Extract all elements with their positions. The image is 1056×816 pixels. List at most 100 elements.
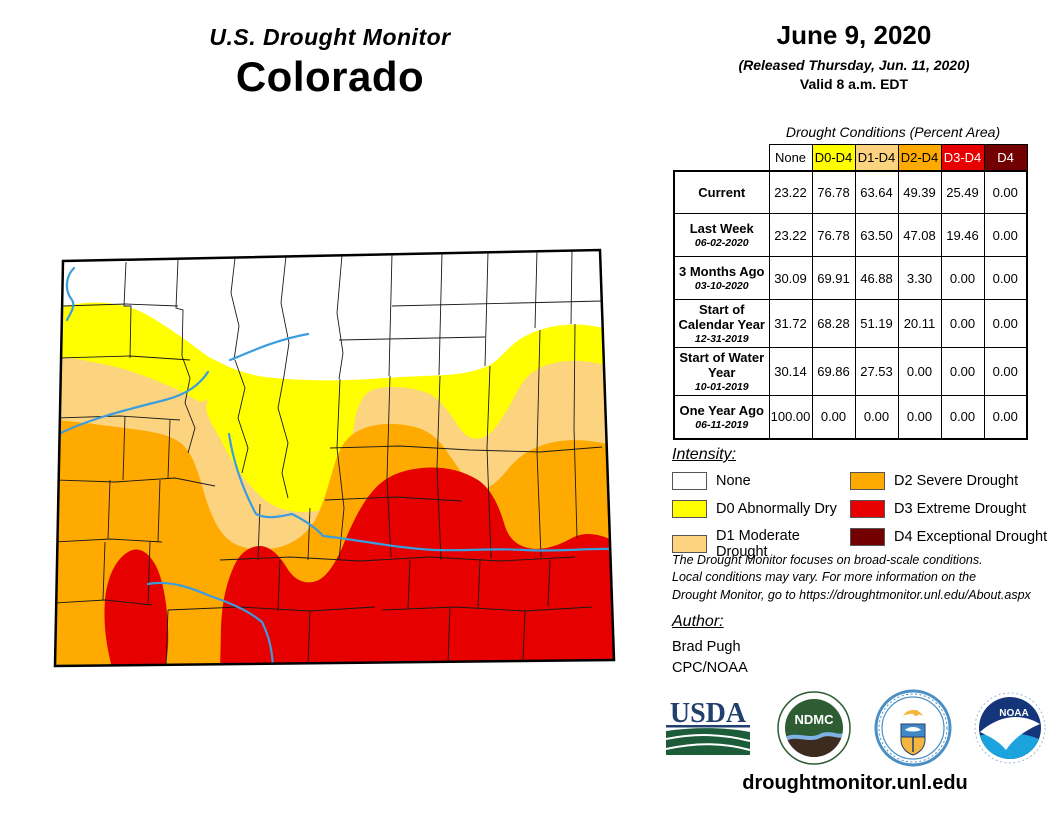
county-borders bbox=[55, 250, 603, 666]
table-value-cell: 63.64 bbox=[854, 169, 899, 214]
legend-swatch bbox=[850, 500, 885, 518]
row-date: 06-11-2019 bbox=[695, 418, 749, 431]
table-value-cell: 46.88 bbox=[854, 256, 899, 300]
table-header: None D0-D4 D1-D4 D2-D4 D3-D4 D4 bbox=[674, 144, 1028, 171]
table-value-cell: 47.08 bbox=[897, 213, 942, 257]
legend-swatch bbox=[850, 528, 885, 546]
river-rio-grande bbox=[146, 581, 275, 666]
map-area-d3-main bbox=[220, 467, 614, 666]
table-row: Start of Water Year 10-01-2019 30.14 69.86 2… bbox=[673, 347, 1028, 396]
date-block: June 9, 2020 (Released Thursday, Jun. 11… bbox=[662, 20, 1046, 92]
river-headwaters bbox=[227, 432, 325, 538]
table-title: Drought Conditions (Percent Area) bbox=[785, 124, 1001, 140]
table-value-cell: 0.00 bbox=[897, 347, 942, 396]
table-value-cell: 23.22 bbox=[768, 169, 813, 214]
table-value-cell: 25.49 bbox=[940, 169, 985, 214]
table-value-cell: 19.46 bbox=[940, 213, 985, 257]
table-column-header-d3-d4: D3-D4 bbox=[940, 144, 985, 171]
table-value-cell: 0.00 bbox=[854, 395, 899, 440]
table-value-cell: 0.00 bbox=[940, 347, 985, 396]
author-label: Author: bbox=[672, 613, 724, 630]
noaa-logo: NOAA bbox=[974, 692, 1046, 764]
row-label: Start of Water Year 10-01-2019 bbox=[673, 347, 770, 396]
valid-time: Valid 8 a.m. EDT bbox=[799, 76, 909, 92]
footer-url: droughtmonitor.unl.edu bbox=[742, 772, 968, 794]
table-corner-cell bbox=[674, 145, 769, 171]
legend-label: None bbox=[716, 473, 751, 489]
table-row: Start of Calendar Year 12-31-2019 31.72 68.… bbox=[673, 299, 1028, 348]
row-label: Last Week 06-02-2020 bbox=[673, 213, 770, 257]
river-north-central bbox=[228, 332, 310, 362]
table-value-cell: 0.00 bbox=[983, 213, 1028, 257]
table-column-header-d4: D4 bbox=[983, 144, 1028, 171]
legend-item: D4 Exceptional Drought bbox=[850, 528, 1047, 546]
row-label: Current bbox=[673, 169, 770, 214]
commerce-seal bbox=[874, 689, 952, 767]
row-date: 12-31-2019 bbox=[694, 333, 749, 345]
map-area-d3-southwest bbox=[104, 549, 169, 666]
table-value-cell: 0.00 bbox=[983, 299, 1028, 348]
table-value-cell: 69.91 bbox=[811, 256, 856, 300]
drought-map-svg bbox=[53, 248, 616, 668]
noaa-logo-text: NOAA bbox=[999, 708, 1028, 719]
river-arkansas bbox=[321, 534, 614, 552]
legend-item: D0 Abnormally Dry bbox=[672, 500, 850, 518]
table-column-header-d1-d4: D1-D4 bbox=[854, 144, 899, 171]
map-date: June 9, 2020 bbox=[776, 20, 932, 50]
colorado-drought-map bbox=[30, 248, 620, 672]
table-value-cell: 0.00 bbox=[983, 347, 1028, 396]
legend-swatch bbox=[850, 472, 885, 490]
table-value-cell: 68.28 bbox=[811, 299, 856, 348]
table-value-cell: 69.86 bbox=[811, 347, 856, 396]
table-value-cell: 27.53 bbox=[854, 347, 899, 396]
table-value-cell: 0.00 bbox=[897, 395, 942, 440]
legend-label: D2 Severe Drought bbox=[894, 473, 1019, 489]
legend-label: D4 Exceptional Drought bbox=[894, 529, 1048, 545]
legend-column-right: D2 Severe Drought D3 Extreme Drought D4 Ex… bbox=[850, 472, 1047, 560]
author-name: Brad Pugh bbox=[672, 639, 741, 655]
legend-item: None bbox=[672, 472, 850, 490]
table-value-cell: 30.14 bbox=[768, 347, 813, 396]
legend-title: Intensity: bbox=[672, 446, 737, 463]
report-title: U.S. Drought Monitor bbox=[209, 24, 451, 50]
legend-item: D1 Moderate Drought bbox=[672, 528, 850, 560]
agency-logos: USDA NDMC bbox=[658, 688, 1050, 768]
table-value-cell: 20.11 bbox=[897, 299, 942, 348]
state-title: Colorado bbox=[235, 53, 425, 100]
title-block: U.S. Drought Monitor Colorado bbox=[0, 24, 660, 101]
table-value-cell: 0.00 bbox=[983, 395, 1028, 440]
legend-column-left: None D0 Abnormally Dry D1 Moderate Drought bbox=[672, 472, 850, 560]
table-value-cell: 100.00 bbox=[768, 395, 813, 440]
table-value-cell: 63.50 bbox=[854, 213, 899, 257]
legend-item: D2 Severe Drought bbox=[850, 472, 1047, 490]
table-value-cell: 0.00 bbox=[940, 256, 985, 300]
table-value-cell: 76.78 bbox=[811, 169, 856, 214]
author-org: CPC/NOAA bbox=[672, 660, 748, 676]
legend-swatch bbox=[672, 472, 707, 490]
table-row: Current 23.22 76.78 63.64 49.39 25.49 0.00 bbox=[673, 169, 1028, 214]
table-column-header-none: None bbox=[768, 144, 813, 171]
table-row: One Year Ago 06-11-2019 100.00 0.00 0.00 0.00… bbox=[673, 395, 1028, 440]
legend-item: D3 Extreme Drought bbox=[850, 500, 1047, 518]
table-value-cell: 0.00 bbox=[940, 299, 985, 348]
legend-label: D3 Extreme Drought bbox=[894, 501, 1027, 517]
table-value-cell: 51.19 bbox=[854, 299, 899, 348]
row-label: One Year Ago 06-11-2019 bbox=[673, 395, 770, 440]
row-date: 06-02-2020 bbox=[694, 237, 749, 249]
table-value-cell: 30.09 bbox=[768, 256, 813, 300]
release-date: (Released Thursday, Jun. 11, 2020) bbox=[738, 57, 970, 73]
table-value-cell: 76.78 bbox=[811, 213, 856, 257]
intensity-legend: Intensity: None D0 Abnormally Dry D1 Moder… bbox=[672, 446, 1048, 560]
table-value-cell: 0.00 bbox=[983, 169, 1028, 214]
river-colorado bbox=[55, 370, 210, 438]
drought-statistics: Drought Conditions (Percent Area) None D0… bbox=[673, 124, 1033, 440]
table-value-cell: 0.00 bbox=[811, 395, 856, 440]
usda-logo-text: USDA bbox=[670, 698, 747, 729]
row-label: 3 Months Ago 03-10-2020 bbox=[673, 256, 770, 300]
state-border bbox=[53, 248, 616, 668]
legend-swatch bbox=[672, 535, 707, 553]
river-northwest bbox=[65, 266, 76, 322]
author-block: Author: Brad Pugh CPC/NOAA bbox=[672, 613, 972, 676]
row-label: Start of Calendar Year 12-31-2019 bbox=[673, 299, 770, 348]
